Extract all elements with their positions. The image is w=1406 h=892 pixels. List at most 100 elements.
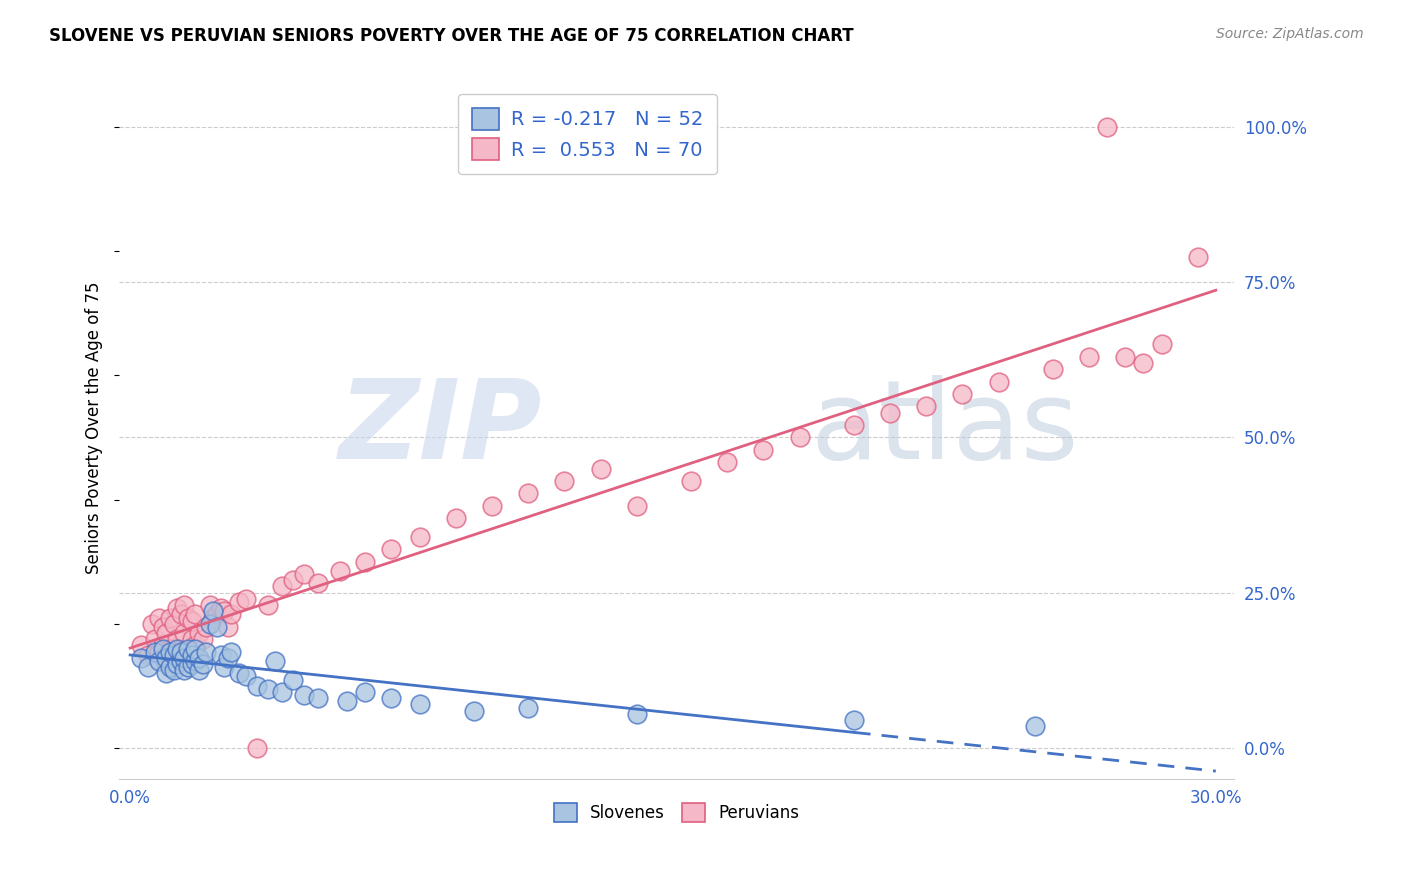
Point <box>166 657 188 671</box>
Point <box>246 740 269 755</box>
Point <box>292 688 315 702</box>
Point <box>716 455 738 469</box>
Point <box>256 681 278 696</box>
Point <box>589 461 612 475</box>
Point <box>177 645 200 659</box>
Point <box>271 579 294 593</box>
Point <box>626 706 648 721</box>
Point <box>517 700 540 714</box>
Point <box>264 654 287 668</box>
Point <box>145 632 167 647</box>
Point <box>307 691 329 706</box>
Point <box>212 604 235 618</box>
Point <box>155 666 177 681</box>
Point <box>173 651 195 665</box>
Point <box>202 610 225 624</box>
Point <box>159 645 181 659</box>
Point <box>235 591 257 606</box>
Point <box>336 694 359 708</box>
Point <box>162 645 184 659</box>
Point <box>155 651 177 665</box>
Point <box>235 669 257 683</box>
Point <box>842 418 865 433</box>
Text: Source: ZipAtlas.com: Source: ZipAtlas.com <box>1216 27 1364 41</box>
Point <box>129 639 152 653</box>
Point <box>1150 337 1173 351</box>
Point <box>842 713 865 727</box>
Point <box>184 654 207 668</box>
Point <box>184 607 207 622</box>
Point <box>217 651 239 665</box>
Point <box>221 607 243 622</box>
Point <box>155 648 177 662</box>
Point <box>187 651 209 665</box>
Point <box>129 651 152 665</box>
Point <box>1078 350 1101 364</box>
Point <box>246 679 269 693</box>
Point <box>209 648 232 662</box>
Point <box>281 673 304 687</box>
Point <box>354 555 377 569</box>
Legend: Slovenes, Peruvians: Slovenes, Peruvians <box>541 791 811 834</box>
Point <box>879 406 901 420</box>
Point <box>205 620 228 634</box>
Point <box>180 657 202 671</box>
Point <box>217 620 239 634</box>
Point <box>148 654 170 668</box>
Point <box>205 607 228 622</box>
Point <box>1132 356 1154 370</box>
Point <box>256 598 278 612</box>
Point <box>198 616 221 631</box>
Point <box>159 610 181 624</box>
Y-axis label: Seniors Poverty Over the Age of 75: Seniors Poverty Over the Age of 75 <box>86 282 103 574</box>
Point <box>141 616 163 631</box>
Point <box>177 610 200 624</box>
Point <box>1024 719 1046 733</box>
Point <box>1042 362 1064 376</box>
Point <box>187 663 209 677</box>
Point <box>1187 251 1209 265</box>
Point <box>1114 350 1136 364</box>
Point <box>380 691 402 706</box>
Point <box>752 442 775 457</box>
Point <box>162 663 184 677</box>
Point <box>162 648 184 662</box>
Point <box>681 474 703 488</box>
Point <box>292 567 315 582</box>
Point <box>180 648 202 662</box>
Point <box>202 604 225 618</box>
Point <box>177 641 200 656</box>
Point <box>152 641 174 656</box>
Point <box>228 595 250 609</box>
Point <box>281 574 304 588</box>
Point <box>626 499 648 513</box>
Point <box>148 610 170 624</box>
Point <box>517 486 540 500</box>
Point <box>187 626 209 640</box>
Point <box>184 641 207 656</box>
Point <box>553 474 575 488</box>
Point <box>177 660 200 674</box>
Point <box>952 387 974 401</box>
Point <box>173 626 195 640</box>
Point <box>136 660 159 674</box>
Point <box>136 648 159 662</box>
Point <box>152 639 174 653</box>
Point <box>166 641 188 656</box>
Point <box>170 641 193 656</box>
Point <box>159 641 181 656</box>
Point <box>170 645 193 659</box>
Point <box>209 601 232 615</box>
Point <box>180 614 202 628</box>
Point <box>212 660 235 674</box>
Point <box>166 601 188 615</box>
Point <box>463 704 485 718</box>
Point <box>162 616 184 631</box>
Point <box>148 645 170 659</box>
Point <box>481 499 503 513</box>
Point <box>170 607 193 622</box>
Point <box>221 645 243 659</box>
Point <box>155 626 177 640</box>
Point <box>380 542 402 557</box>
Point <box>408 530 430 544</box>
